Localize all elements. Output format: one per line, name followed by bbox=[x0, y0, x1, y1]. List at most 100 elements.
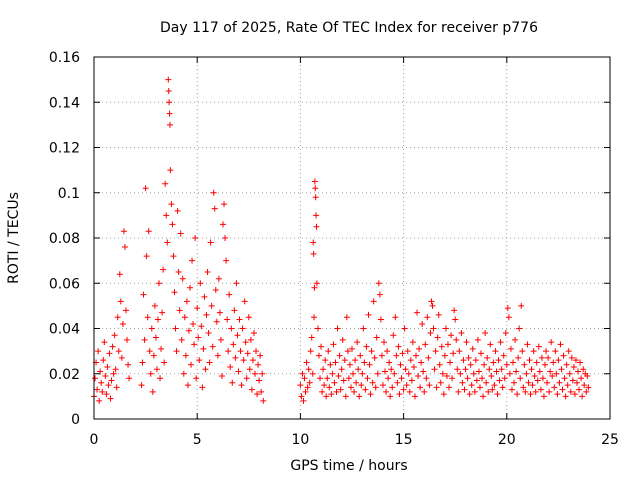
data-point bbox=[409, 339, 416, 346]
data-point bbox=[217, 336, 224, 343]
data-point bbox=[167, 167, 174, 174]
data-point bbox=[181, 314, 188, 321]
data-point bbox=[372, 384, 379, 391]
data-point bbox=[125, 361, 132, 368]
data-point bbox=[313, 212, 320, 219]
data-point bbox=[297, 382, 304, 389]
data-point bbox=[532, 388, 539, 395]
data-point bbox=[377, 316, 384, 323]
data-point bbox=[427, 330, 434, 337]
data-point bbox=[507, 345, 514, 352]
data-point bbox=[227, 363, 234, 370]
data-point bbox=[543, 348, 550, 355]
data-point bbox=[107, 395, 114, 402]
data-point bbox=[154, 316, 161, 323]
data-point bbox=[324, 375, 331, 382]
data-point bbox=[315, 352, 322, 359]
data-point bbox=[174, 207, 181, 214]
data-point bbox=[460, 357, 467, 364]
data-point bbox=[202, 366, 209, 373]
data-point bbox=[207, 239, 214, 246]
data-point bbox=[259, 370, 266, 377]
data-point bbox=[434, 334, 441, 341]
data-point bbox=[528, 366, 535, 373]
data-point bbox=[575, 368, 582, 375]
data-point bbox=[341, 357, 348, 364]
data-point bbox=[311, 178, 318, 185]
data-point bbox=[248, 386, 255, 393]
data-point bbox=[538, 354, 545, 361]
data-point bbox=[440, 391, 447, 398]
data-point bbox=[557, 341, 564, 348]
data-point bbox=[358, 382, 365, 389]
data-point bbox=[537, 386, 544, 393]
data-point bbox=[354, 339, 361, 346]
data-point bbox=[184, 382, 191, 389]
data-point bbox=[432, 348, 439, 355]
data-point bbox=[114, 314, 121, 321]
data-point bbox=[196, 357, 203, 364]
data-point bbox=[162, 180, 169, 187]
data-point bbox=[438, 343, 445, 350]
data-point bbox=[583, 388, 590, 395]
data-point bbox=[233, 280, 240, 287]
x-axis-label: GPS time / hours bbox=[290, 458, 407, 474]
data-point bbox=[559, 386, 566, 393]
data-point bbox=[311, 314, 318, 321]
data-point bbox=[562, 393, 569, 400]
data-point bbox=[245, 314, 252, 321]
data-point bbox=[533, 359, 540, 366]
data-point bbox=[547, 368, 554, 375]
data-point bbox=[519, 348, 526, 355]
data-point bbox=[448, 332, 455, 339]
data-point bbox=[238, 382, 245, 389]
data-point bbox=[210, 189, 217, 196]
data-point bbox=[361, 359, 368, 366]
data-point bbox=[541, 361, 548, 368]
data-point bbox=[305, 366, 312, 373]
data-point bbox=[188, 361, 195, 368]
data-point bbox=[395, 343, 402, 350]
data-point bbox=[223, 257, 230, 264]
data-point bbox=[414, 309, 421, 316]
data-point bbox=[569, 377, 576, 384]
data-point bbox=[231, 307, 238, 314]
data-point bbox=[401, 325, 408, 332]
data-point bbox=[198, 323, 205, 330]
data-point bbox=[141, 336, 148, 343]
data-point bbox=[355, 366, 362, 373]
data-point bbox=[400, 386, 407, 393]
data-point bbox=[303, 359, 310, 366]
data-point bbox=[195, 334, 202, 341]
data-point bbox=[379, 382, 386, 389]
data-point bbox=[321, 382, 328, 389]
data-point bbox=[490, 359, 497, 366]
data-point bbox=[200, 345, 207, 352]
data-point bbox=[550, 359, 557, 366]
data-point bbox=[412, 352, 419, 359]
data-point bbox=[572, 357, 579, 364]
data-point bbox=[549, 373, 556, 380]
data-point bbox=[124, 336, 131, 343]
y-tick-label: 0.02 bbox=[49, 367, 80, 383]
data-point bbox=[442, 325, 449, 332]
data-point bbox=[143, 253, 150, 260]
data-point bbox=[489, 386, 496, 393]
data-point bbox=[110, 370, 117, 377]
data-point bbox=[109, 343, 116, 350]
data-point bbox=[172, 325, 179, 332]
data-point bbox=[534, 377, 541, 384]
data-point bbox=[383, 388, 390, 395]
data-point bbox=[150, 352, 157, 359]
data-point bbox=[451, 307, 458, 314]
data-point bbox=[359, 370, 366, 377]
data-point bbox=[530, 348, 537, 355]
data-point bbox=[336, 352, 343, 359]
data-point bbox=[346, 361, 353, 368]
data-point bbox=[362, 386, 369, 393]
data-point bbox=[452, 316, 459, 323]
data-point bbox=[459, 379, 466, 386]
data-point bbox=[99, 388, 106, 395]
data-point bbox=[509, 359, 516, 366]
